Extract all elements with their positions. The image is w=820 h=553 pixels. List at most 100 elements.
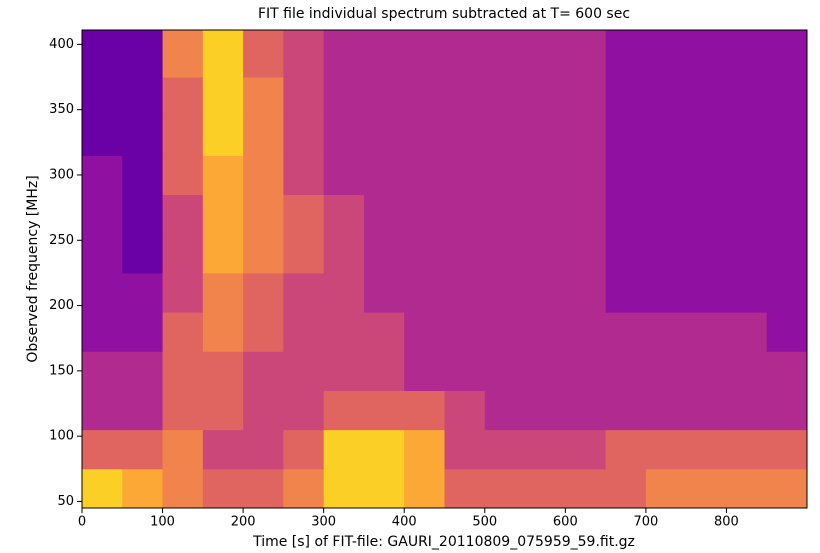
heatmap-cell <box>645 351 687 391</box>
heatmap-cell <box>323 390 365 431</box>
heatmap-cell <box>404 194 445 235</box>
y-tick-label: 50 <box>57 494 74 509</box>
y-tick-label: 400 <box>49 37 74 52</box>
heatmap-cell <box>766 390 808 431</box>
heatmap-cell <box>484 77 526 117</box>
y-tick-label: 100 <box>49 429 74 444</box>
heatmap-cell <box>525 312 566 352</box>
heatmap-cell <box>444 77 486 117</box>
heatmap-cell <box>323 429 365 470</box>
heatmap-cell <box>565 468 607 509</box>
heatmap-cell <box>202 155 244 196</box>
heatmap-cell <box>404 429 445 470</box>
heatmap-cell <box>605 155 647 196</box>
heatmap-cell <box>565 312 607 352</box>
heatmap-cell <box>686 30 727 78</box>
heatmap-cell <box>363 77 405 117</box>
heatmap-cell <box>565 233 607 274</box>
chart-title: FIT file individual spectrum subtracted … <box>258 6 630 22</box>
heatmap-cell <box>726 429 768 470</box>
heatmap-cell <box>162 194 204 235</box>
heatmap-cell <box>444 429 486 470</box>
heatmap-cell <box>162 116 204 156</box>
heatmap-cell <box>162 429 204 470</box>
heatmap-cell <box>363 468 405 509</box>
heatmap-cell <box>122 194 164 235</box>
heatmap-cell <box>565 272 607 313</box>
heatmap-cell <box>82 312 123 352</box>
x-axis-label: Time [s] of FIT-file: GAURI_20110809_075… <box>252 534 635 550</box>
x-tick-label: 700 <box>633 515 658 530</box>
heatmap-cell <box>283 351 325 391</box>
heatmap-cell <box>82 429 123 470</box>
heatmap-cell <box>323 155 365 196</box>
heatmap-cell <box>766 116 808 156</box>
x-tick-label: 100 <box>150 515 175 530</box>
heatmap-cell <box>162 77 204 117</box>
heatmap-cell <box>122 351 164 391</box>
heatmap-cell <box>726 390 768 431</box>
heatmap-cell <box>726 272 768 313</box>
heatmap-cell <box>82 77 123 117</box>
heatmap-cell <box>202 116 244 156</box>
heatmap-cell <box>404 390 445 431</box>
heatmap-cell <box>605 233 647 274</box>
heatmap-cell <box>283 77 325 117</box>
heatmap-cell <box>162 233 204 274</box>
heatmap-cell <box>686 272 727 313</box>
heatmap-cell <box>645 468 687 509</box>
heatmap-cell <box>82 272 123 313</box>
heatmap-cell <box>565 30 607 78</box>
heatmap-cell <box>766 312 808 352</box>
heatmap-cell <box>122 468 164 509</box>
heatmap-cell <box>122 312 164 352</box>
heatmap-cell <box>323 272 365 313</box>
heatmap-cell <box>766 429 808 470</box>
heatmap-cell <box>605 390 647 431</box>
heatmap-cell <box>645 272 687 313</box>
heatmap-cell <box>283 429 325 470</box>
heatmap-cell <box>243 312 284 352</box>
heatmap-cell <box>565 194 607 235</box>
heatmap-cell <box>726 312 768 352</box>
heatmap-cell <box>686 77 727 117</box>
heatmap-cell <box>122 155 164 196</box>
heatmap-cell <box>525 233 566 274</box>
heatmap-cell <box>122 429 164 470</box>
heatmap-cell <box>404 468 445 509</box>
heatmap-cell <box>686 429 727 470</box>
heatmap-cell <box>726 77 768 117</box>
x-tick-label: 400 <box>392 515 417 530</box>
heatmap-cell <box>484 312 526 352</box>
heatmap-cell <box>404 77 445 117</box>
heatmap-cell <box>766 155 808 196</box>
heatmap-cell <box>202 233 244 274</box>
heatmap-cell <box>162 272 204 313</box>
heatmap-cell <box>726 155 768 196</box>
y-tick-label: 250 <box>49 233 74 248</box>
heatmap-cell <box>202 30 244 78</box>
heatmap-cell <box>686 468 727 509</box>
heatmap-cell <box>525 429 566 470</box>
heatmap-cell <box>645 312 687 352</box>
heatmap-cell <box>82 30 123 78</box>
x-tick-label: 600 <box>553 515 578 530</box>
heatmap-cell <box>484 233 526 274</box>
heatmap-cell <box>444 155 486 196</box>
heatmap-cell <box>122 30 164 78</box>
heatmap-cell <box>686 155 727 196</box>
heatmap-cell <box>484 390 526 431</box>
heatmap-cell <box>122 272 164 313</box>
heatmap-cell <box>323 77 365 117</box>
heatmap-cell <box>525 272 566 313</box>
heatmap-cell <box>565 429 607 470</box>
heatmap-cell <box>525 194 566 235</box>
heatmap-cell <box>444 468 486 509</box>
heatmap-cell <box>726 468 768 509</box>
heatmap-cell <box>404 272 445 313</box>
heatmap-cell <box>444 312 486 352</box>
heatmap-cell <box>162 312 204 352</box>
heatmap-cell <box>484 272 526 313</box>
heatmap-cell <box>686 116 727 156</box>
